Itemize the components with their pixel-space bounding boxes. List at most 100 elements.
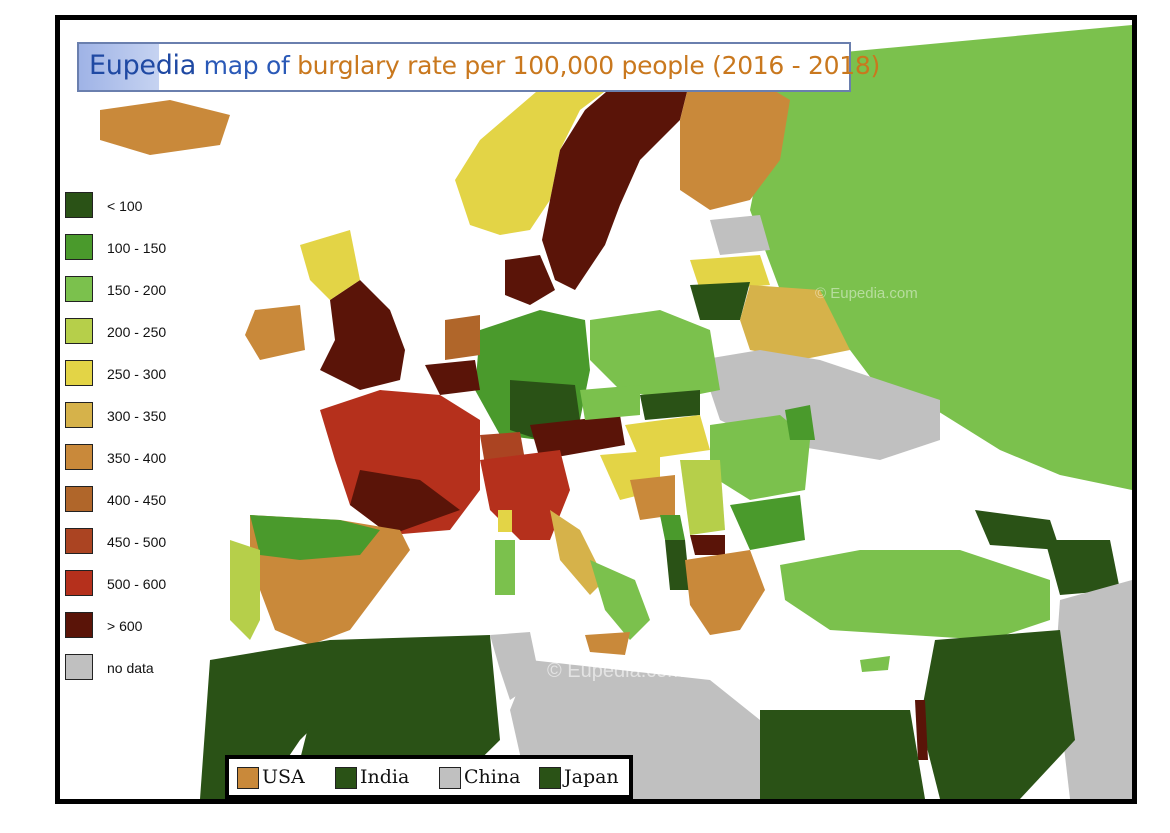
region-albania bbox=[665, 540, 690, 590]
region-scotland bbox=[300, 230, 360, 300]
legend-swatch bbox=[65, 486, 93, 512]
legend-swatch bbox=[65, 234, 93, 260]
region-estonia bbox=[710, 215, 770, 255]
legend-label: no data bbox=[107, 660, 154, 676]
region-austria bbox=[530, 415, 625, 460]
region-iran bbox=[1055, 580, 1132, 799]
comparison-label: USA bbox=[262, 766, 305, 788]
legend-label: 200 - 250 bbox=[107, 324, 167, 340]
map-frame: Eupedia map of burglary rate per 100,000… bbox=[55, 15, 1137, 804]
region-serbia bbox=[680, 460, 725, 535]
region-france-south bbox=[350, 470, 460, 535]
comparison-label: Japan bbox=[564, 766, 619, 788]
legend-label: 250 - 300 bbox=[107, 366, 167, 382]
region-italy-south bbox=[590, 560, 650, 640]
region-corsica bbox=[498, 510, 512, 532]
region-italy-center bbox=[550, 510, 605, 595]
comparison-swatch bbox=[539, 767, 561, 789]
legend-swatch bbox=[65, 276, 93, 302]
legend-item: 450 - 500 bbox=[65, 528, 265, 558]
region-lithuania bbox=[690, 282, 750, 320]
watermark-secondary: © Eupedia.com bbox=[815, 285, 918, 302]
region-hungary bbox=[625, 415, 710, 460]
region-syria-iraq bbox=[920, 630, 1075, 799]
europe-map bbox=[100, 25, 1132, 799]
legend-swatch bbox=[65, 528, 93, 554]
eu-flag-icon bbox=[79, 44, 159, 90]
comparison-label: China bbox=[464, 766, 521, 788]
legend-label: 350 - 400 bbox=[107, 450, 167, 466]
region-cyprus bbox=[860, 656, 890, 672]
region-egypt bbox=[760, 710, 925, 799]
region-sweden bbox=[542, 65, 690, 290]
region-sicily bbox=[585, 632, 630, 655]
legend-label: 100 - 150 bbox=[107, 240, 167, 256]
legend-item: no data bbox=[65, 654, 265, 684]
comparison-swatch bbox=[335, 767, 357, 789]
title-brand: Eupedia bbox=[89, 50, 197, 81]
legend-swatch bbox=[65, 444, 93, 470]
legend-label: 300 - 350 bbox=[107, 408, 167, 424]
region-netherlands bbox=[445, 315, 480, 360]
legend-label: 150 - 200 bbox=[107, 282, 167, 298]
legend-item: > 600 bbox=[65, 612, 265, 642]
region-georgia bbox=[975, 510, 1060, 550]
legend-item: 500 - 600 bbox=[65, 570, 265, 600]
page-title: Eupedia map of burglary rate per 100,000… bbox=[89, 50, 880, 81]
legend-swatch bbox=[65, 612, 93, 638]
comparison-legend: USA India China Japan bbox=[225, 755, 633, 799]
title-box: Eupedia map of burglary rate per 100,000… bbox=[77, 42, 880, 92]
watermark-main: © Eupedia.com bbox=[547, 660, 685, 682]
region-bulgaria bbox=[730, 495, 805, 550]
region-slovakia bbox=[640, 390, 700, 420]
legend-label: 500 - 600 bbox=[107, 576, 167, 592]
region-turkey bbox=[780, 550, 1050, 640]
title-subject: burglary rate per 100,000 people (2016 -… bbox=[297, 51, 880, 80]
region-belarus bbox=[740, 285, 850, 360]
legend-swatch bbox=[65, 654, 93, 680]
region-spain-north bbox=[250, 515, 380, 560]
legend-swatch bbox=[65, 318, 93, 344]
legend-label: 450 - 500 bbox=[107, 534, 167, 550]
region-iceland bbox=[100, 100, 230, 155]
region-czechia bbox=[580, 385, 640, 420]
legend-item: 200 - 250 bbox=[65, 318, 265, 348]
region-poland bbox=[590, 310, 720, 400]
region-russia bbox=[750, 25, 1132, 490]
legend-item: 150 - 200 bbox=[65, 276, 265, 306]
region-moldova bbox=[785, 405, 815, 440]
legend-item: < 100 bbox=[65, 192, 265, 222]
region-belgium bbox=[425, 360, 480, 395]
title-connector: map of bbox=[196, 51, 298, 80]
region-finland bbox=[680, 70, 790, 210]
region-uk bbox=[320, 280, 405, 390]
region-latvia bbox=[690, 255, 770, 290]
region-ireland bbox=[245, 305, 305, 360]
comparison-swatch bbox=[439, 767, 461, 789]
region-azerbaijan bbox=[1045, 540, 1120, 595]
region-montenegro bbox=[660, 515, 685, 540]
legend-item: 400 - 450 bbox=[65, 486, 265, 516]
legend-swatch bbox=[65, 570, 93, 596]
region-macedonia bbox=[690, 535, 725, 555]
region-romania bbox=[710, 415, 810, 500]
region-portugal bbox=[230, 540, 260, 640]
comparison-label: India bbox=[360, 766, 410, 788]
region-israel bbox=[915, 700, 928, 760]
region-denmark bbox=[505, 255, 555, 305]
legend-swatch bbox=[65, 192, 93, 218]
region-sardinia bbox=[495, 540, 515, 595]
legend-item: 300 - 350 bbox=[65, 402, 265, 432]
legend-label: > 600 bbox=[107, 618, 143, 634]
region-bosnia bbox=[630, 475, 675, 520]
legend-item: 350 - 400 bbox=[65, 444, 265, 474]
legend-label: 400 - 450 bbox=[107, 492, 167, 508]
legend-swatch bbox=[65, 402, 93, 428]
legend-label: < 100 bbox=[107, 198, 143, 214]
legend-item: 250 - 300 bbox=[65, 360, 265, 390]
legend-item: 100 - 150 bbox=[65, 234, 265, 264]
legend-swatch bbox=[65, 360, 93, 386]
region-greece bbox=[685, 550, 765, 635]
region-norway bbox=[455, 50, 620, 235]
comparison-swatch bbox=[237, 767, 259, 789]
